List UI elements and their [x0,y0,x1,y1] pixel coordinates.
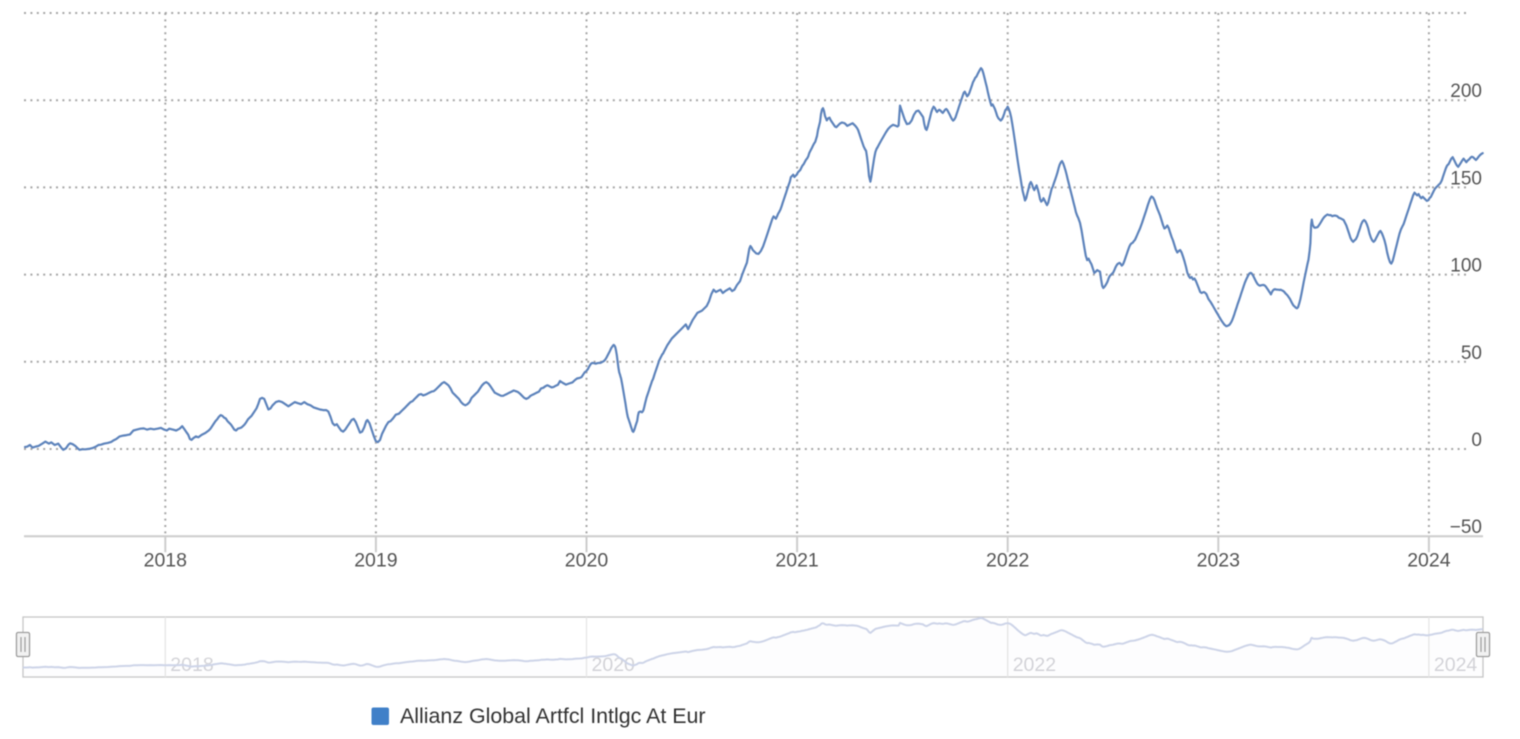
svg-text:100: 100 [1450,256,1482,277]
svg-text:2019: 2019 [354,550,397,572]
svg-text:2021: 2021 [775,550,818,572]
svg-text:2024: 2024 [1407,550,1451,572]
svg-text:2022: 2022 [986,550,1029,572]
svg-text:2020: 2020 [592,654,636,676]
svg-text:200: 200 [1450,81,1482,102]
svg-text:50: 50 [1461,343,1482,364]
svg-text:2023: 2023 [1197,550,1240,572]
svg-text:2020: 2020 [565,550,609,572]
svg-text:0: 0 [1471,430,1482,451]
svg-text:2018: 2018 [144,550,187,572]
svg-text:−50: −50 [1450,517,1482,538]
svg-text:2022: 2022 [1013,654,1056,676]
svg-text:Allianz Global Artfcl Intlgc A: Allianz Global Artfcl Intlgc At Eur [400,704,706,728]
svg-text:2018: 2018 [170,654,213,676]
svg-text:2024: 2024 [1434,654,1478,676]
svg-text:150: 150 [1450,168,1482,189]
